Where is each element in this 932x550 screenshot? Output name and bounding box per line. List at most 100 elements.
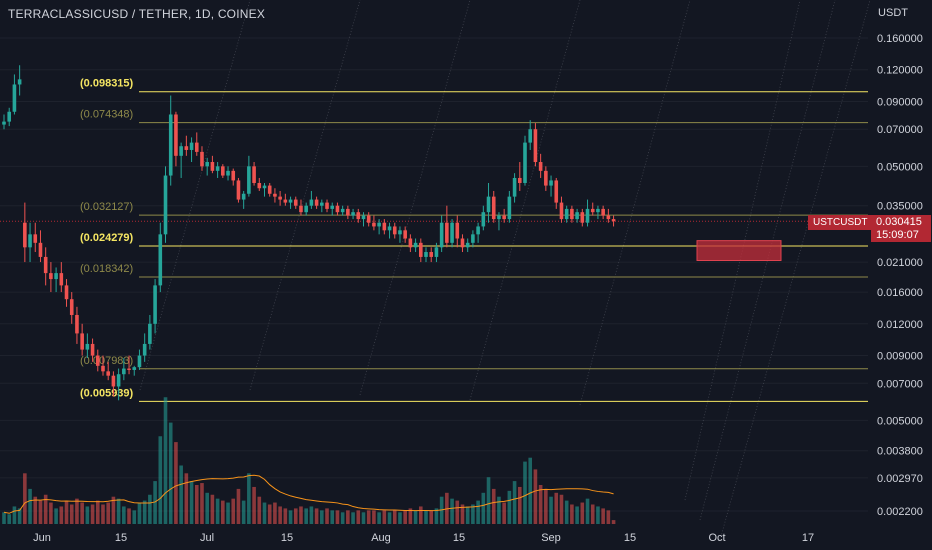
- candle-body: [221, 166, 225, 176]
- volume-bar: [174, 442, 178, 524]
- candle-body: [49, 273, 53, 280]
- fib-level-label: (0.024279): [80, 232, 134, 244]
- volume-bar: [304, 508, 308, 524]
- volume-bar: [221, 500, 225, 524]
- candle-body: [564, 208, 569, 220]
- volume-bar: [570, 504, 574, 524]
- candle-body: [75, 314, 79, 334]
- candle-body: [80, 333, 84, 350]
- candle-body: [278, 196, 282, 200]
- volume-bar: [283, 508, 288, 524]
- volume-bar: [408, 508, 413, 524]
- volume-bar: [49, 502, 53, 524]
- volume-bar: [460, 504, 465, 524]
- candle-body: [304, 205, 308, 213]
- candle-body: [43, 256, 48, 274]
- candle-body: [455, 222, 460, 239]
- candle-body: [168, 114, 173, 176]
- candle-body: [377, 222, 381, 227]
- candle-body: [450, 222, 454, 243]
- price-axis[interactable]: 0.160000 0.120000 0.090000 0.070000 0.050000…: [877, 33, 923, 518]
- volume-bar: [585, 498, 590, 524]
- candle-body: [549, 180, 553, 186]
- candle-body: [481, 212, 486, 227]
- candle-body: [288, 199, 293, 203]
- volume-bar: [606, 510, 611, 524]
- volume-bar: [465, 506, 470, 524]
- fan-line: [719, 0, 871, 541]
- candle-body: [491, 196, 496, 220]
- candle-body: [210, 162, 215, 171]
- volume-bar: [194, 485, 199, 524]
- volume-bar: [7, 514, 12, 524]
- candle-body: [54, 273, 58, 280]
- volume-bar: [299, 506, 303, 524]
- candle-body: [7, 111, 12, 122]
- support-zone-box[interactable]: [696, 240, 782, 261]
- volume-bar: [215, 498, 220, 524]
- volume-bar: [325, 508, 329, 524]
- volume-bar: [241, 500, 246, 524]
- volume-bar: [64, 500, 69, 524]
- volume-bar: [267, 504, 272, 524]
- price-tick-label: 0.050000: [877, 161, 923, 173]
- bar-countdown: 15:09:07: [876, 229, 919, 241]
- candle-body: [351, 212, 355, 216]
- candle-body: [226, 170, 230, 176]
- volume-bar: [554, 492, 559, 524]
- candle-body: [486, 196, 491, 213]
- volume-bars: [2, 397, 616, 524]
- fib-retracement[interactable]: (0.098315) (0.074348) (0.032127) (0.024279)…: [80, 78, 868, 402]
- candle-body: [580, 212, 585, 223]
- volume-bar: [403, 510, 407, 524]
- candle-body: [85, 343, 90, 350]
- candle-body: [346, 208, 350, 216]
- candle-body: [382, 222, 387, 231]
- price-tick-label: 0.120000: [877, 65, 923, 77]
- candle-body: [299, 205, 303, 213]
- time-axis[interactable]: Jun 15 Jul 15 Aug 15 Sep 15 Oct 17: [33, 532, 814, 544]
- candle-body: [38, 242, 43, 257]
- volume-bar: [372, 510, 376, 524]
- candle-body: [320, 202, 324, 206]
- volume-bar: [257, 496, 262, 524]
- candle-body: [507, 196, 512, 220]
- time-tick-label: 17: [802, 532, 814, 544]
- chart-grid: [0, 37, 868, 512]
- candle-body: [33, 234, 38, 243]
- candle-body: [184, 146, 189, 150]
- candle-body: [528, 129, 533, 143]
- time-tick-label: Aug: [371, 532, 391, 544]
- time-tick-label: 15: [453, 532, 465, 544]
- volume-bar: [158, 436, 163, 524]
- volume-bar: [398, 512, 402, 524]
- volume-bar: [278, 506, 282, 524]
- volume-bar: [168, 422, 173, 524]
- candle-body: [403, 230, 407, 239]
- volume-bar: [95, 500, 100, 524]
- candle-body: [314, 199, 319, 206]
- candle-body: [17, 79, 22, 85]
- volume-bar: [512, 481, 517, 524]
- volume-bar: [528, 457, 533, 524]
- candle-body: [590, 208, 595, 213]
- candle-body: [335, 205, 340, 213]
- volume-bar: [163, 397, 168, 524]
- candle-body: [247, 166, 251, 194]
- volume-bar: [596, 506, 600, 524]
- volume-bar: [575, 506, 579, 524]
- price-tick-label: 0.035000: [877, 201, 923, 213]
- fan-line: [699, 0, 836, 521]
- price-tick-label: 0.002970: [877, 473, 923, 485]
- volume-bar: [538, 485, 543, 524]
- candle-body: [64, 285, 69, 300]
- volume-bar: [314, 508, 319, 524]
- candle-body: [12, 84, 17, 112]
- price-tick-label: 0.007000: [877, 378, 923, 390]
- candle-body: [575, 212, 579, 220]
- candle-body: [476, 226, 480, 235]
- volume-bar: [601, 508, 605, 524]
- candle-body: [434, 247, 439, 257]
- volume-bar: [247, 473, 251, 524]
